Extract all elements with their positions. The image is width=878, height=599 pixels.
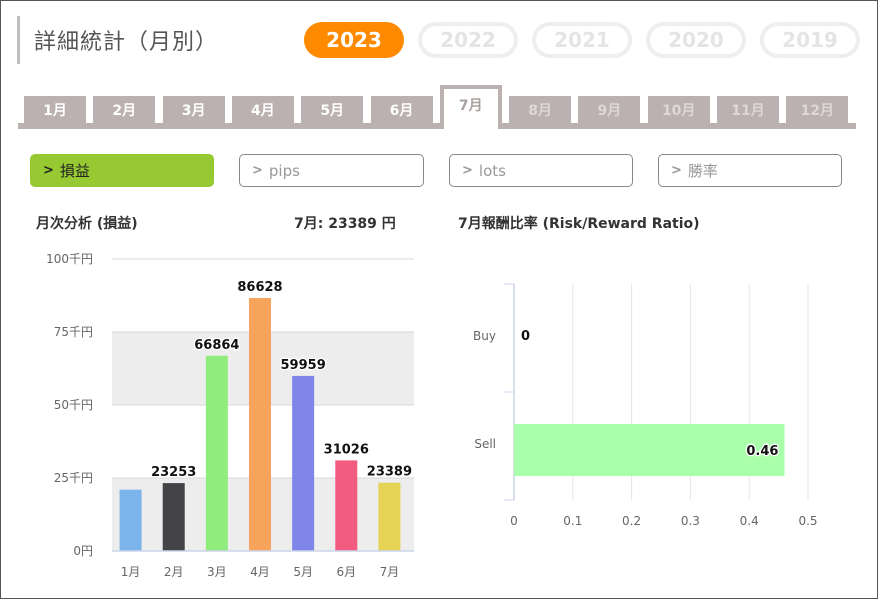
x-tick-label: 0.4 — [740, 514, 759, 528]
month-tab-2[interactable]: 2月 — [93, 96, 156, 123]
data-label: 86628 — [237, 280, 282, 295]
chevron-right-icon: > — [671, 163, 682, 178]
x-tick-label: 0.5 — [798, 514, 817, 528]
category-label: Sell — [474, 437, 496, 451]
y-tick-label: 0円 — [73, 544, 93, 558]
filter-button-2[interactable]: > pips — [239, 154, 424, 187]
page-title: 詳細統計（月別） — [34, 30, 219, 55]
data-label: 23253 — [151, 465, 196, 480]
y-tick-label: 100千円 — [46, 252, 93, 266]
x-tick-label: 4月 — [250, 565, 270, 579]
title-block: 詳細統計（月別） — [17, 16, 218, 64]
year-selector: 2023 2022 2021 2020 2019 — [304, 22, 860, 58]
bar-2[interactable] — [162, 483, 185, 551]
y-tick-label: 25千円 — [54, 471, 93, 485]
data-label: 59959 — [281, 358, 326, 373]
bar-sell[interactable] — [514, 424, 785, 476]
bar-6[interactable] — [335, 460, 358, 551]
y-tick-label: 75千円 — [54, 325, 93, 339]
data-label: 66864 — [194, 338, 239, 353]
x-tick-label: 0.2 — [622, 514, 641, 528]
data-label: 0.46 — [746, 444, 778, 459]
year-button-2020[interactable]: 2020 — [646, 22, 746, 58]
filter-button-4[interactable]: > 勝率 — [658, 154, 842, 187]
x-tick-label: 0.3 — [681, 514, 700, 528]
x-tick-label: 2月 — [164, 565, 184, 579]
year-button-2022[interactable]: 2022 — [418, 22, 518, 58]
month-tab-5[interactable]: 5月 — [301, 96, 364, 123]
x-tick-label: 7月 — [380, 565, 400, 579]
y-tick-label: 50千円 — [54, 398, 93, 412]
month-tab-6[interactable]: 6月 — [370, 96, 433, 123]
risk-reward-chart: 0 0.1 0.2 0.3 0.4 0.5 Buy 0 Sell 0.46 — [473, 283, 818, 528]
monthly-bar-chart: 0円 25千円 50千円 75千円 100千円 1月 23253 2月 66864 3月 86628… — [46, 252, 414, 579]
month-tab-12[interactable]: 12月 — [786, 96, 849, 123]
filter-label: pips — [268, 161, 300, 180]
category-label: Buy — [473, 329, 496, 343]
monthly-chart-heading: 月次分析 (損益) — [36, 216, 138, 232]
month-tab-10[interactable]: 10月 — [647, 96, 710, 123]
data-label: 23389 — [367, 465, 412, 480]
year-button-2023[interactable]: 2023 — [304, 22, 404, 58]
month-tab-11[interactable]: 11月 — [717, 96, 779, 123]
month-tab-8[interactable]: 8月 — [509, 96, 572, 123]
x-tick-label: 1月 — [121, 565, 141, 579]
ratio-chart-heading: 7月報酬比率 (Risk/Reward Ratio) — [458, 216, 700, 232]
month-tab-1[interactable]: 1月 — [24, 96, 86, 123]
year-button-2019[interactable]: 2019 — [760, 22, 860, 58]
x-tick-label: 6月 — [336, 565, 356, 579]
filter-label: 勝率 — [687, 162, 718, 180]
month-tab-9[interactable]: 9月 — [578, 96, 641, 123]
data-label: 0 — [521, 329, 530, 344]
filter-button-1[interactable]: > 損益 — [30, 154, 214, 187]
month-tab-3[interactable]: 3月 — [162, 96, 225, 123]
x-tick-label: 0 — [510, 514, 518, 528]
chevron-right-icon: > — [252, 163, 263, 178]
month-tab-7[interactable]: 7月 — [439, 85, 502, 129]
bar-7[interactable] — [378, 482, 401, 551]
month-tab-4[interactable]: 4月 — [231, 96, 294, 123]
x-tick-label: 3月 — [207, 565, 227, 579]
chevron-right-icon: > — [462, 163, 473, 178]
filter-button-3[interactable]: > lots — [449, 154, 633, 187]
month-tabs: 1月 2月 3月 4月 5月 6月 7月 8月 9月 10月 11月 12月 — [18, 85, 856, 129]
chevron-right-icon: > — [43, 163, 54, 178]
data-label: 31026 — [324, 442, 369, 457]
bar-3[interactable] — [205, 355, 228, 551]
bar-1[interactable] — [119, 489, 142, 551]
filter-label: 損益 — [59, 162, 90, 180]
monthly-summary: 7月: 23389 円 — [294, 216, 396, 232]
x-tick-label: 5月 — [293, 565, 313, 579]
filter-label: lots — [478, 161, 506, 180]
bar-5[interactable] — [292, 375, 315, 551]
bar-4[interactable] — [249, 298, 271, 551]
x-tick-label: 0.1 — [563, 514, 582, 528]
year-button-2021[interactable]: 2021 — [532, 22, 632, 58]
